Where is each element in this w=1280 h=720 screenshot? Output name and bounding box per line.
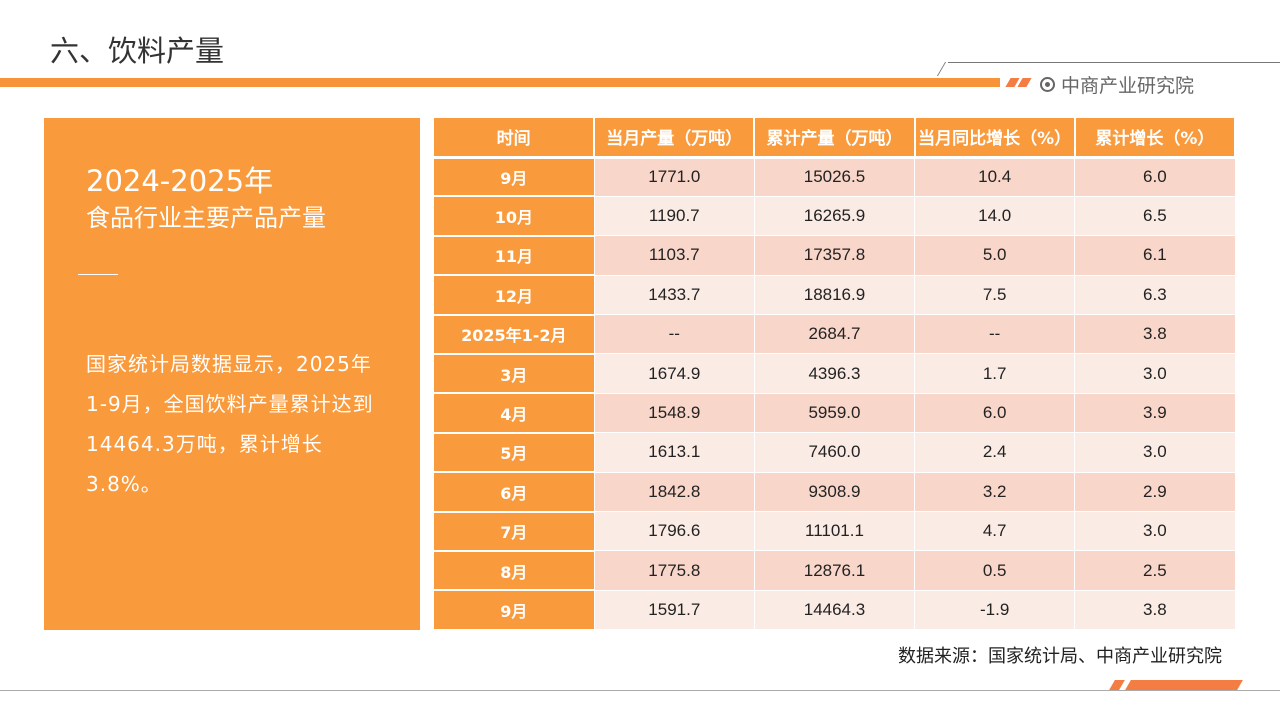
value-cell: 5959.0 bbox=[754, 393, 916, 434]
column-header: 当月产量（万吨） bbox=[594, 118, 756, 159]
value-cell: 2.5 bbox=[1074, 550, 1236, 591]
value-cell: 3.9 bbox=[1074, 393, 1236, 434]
summary-panel: 2024-2025年 食品行业主要产品产量 国家统计局数据显示，2025年1-9… bbox=[44, 118, 420, 630]
value-cell: 16265.9 bbox=[754, 196, 916, 237]
value-cell: 6.0 bbox=[914, 393, 1076, 434]
table-row: 12月 1433.7 18816.9 7.5 6.3 bbox=[434, 275, 1236, 316]
column-header: 累计增长（%） bbox=[1074, 118, 1237, 159]
brand-logo: 中商产业研究院 bbox=[1040, 71, 1194, 98]
period-cell: 2025年1-2月 bbox=[434, 314, 595, 355]
footer-stripe bbox=[1109, 680, 1125, 690]
table-row: 8月 1775.8 12876.1 0.5 2.5 bbox=[434, 550, 1236, 592]
header-accent-bar bbox=[0, 78, 1000, 87]
panel-divider bbox=[78, 274, 118, 275]
value-cell: -- bbox=[914, 314, 1076, 355]
value-cell: 7460.0 bbox=[754, 432, 916, 473]
value-cell: -1.9 bbox=[914, 590, 1076, 631]
accent-stripe bbox=[1017, 78, 1032, 87]
value-cell: 1103.7 bbox=[594, 235, 755, 276]
period-cell: 12月 bbox=[434, 275, 595, 316]
table-row: 11月 1103.7 17357.8 5.0 6.1 bbox=[434, 235, 1236, 277]
value-cell: 2684.7 bbox=[754, 314, 916, 355]
value-cell: 10.4 bbox=[914, 157, 1076, 197]
value-cell: 6.0 bbox=[1074, 157, 1236, 197]
period-cell: 11月 bbox=[434, 235, 595, 277]
value-cell: 6.1 bbox=[1074, 235, 1236, 276]
value-cell: 1591.7 bbox=[594, 590, 755, 631]
target-circle-icon bbox=[1040, 77, 1055, 92]
period-cell: 10月 bbox=[434, 196, 595, 237]
production-table: 时间 当月产量（万吨） 累计产量（万吨） 当月同比增长（%） 累计增长（%） 9月 177… bbox=[434, 118, 1237, 631]
value-cell: 3.0 bbox=[1074, 511, 1236, 552]
value-cell: 5.0 bbox=[914, 235, 1076, 276]
value-cell: 1771.0 bbox=[594, 157, 755, 197]
value-cell: 4.7 bbox=[914, 511, 1076, 552]
value-cell: 1674.9 bbox=[594, 353, 755, 394]
value-cell: 17357.8 bbox=[754, 235, 916, 276]
value-cell: 1548.9 bbox=[594, 393, 755, 434]
value-cell: 6.3 bbox=[1074, 275, 1236, 316]
period-cell: 7月 bbox=[434, 511, 595, 552]
value-cell: 15026.5 bbox=[754, 157, 916, 197]
column-header: 当月同比增长（%） bbox=[914, 118, 1076, 159]
period-cell: 8月 bbox=[434, 550, 595, 592]
footer-divider bbox=[0, 690, 1280, 691]
table-row: 10月 1190.7 16265.9 14.0 6.5 bbox=[434, 196, 1236, 237]
column-header: 累计产量（万吨） bbox=[754, 118, 916, 159]
value-cell: 2.9 bbox=[1074, 472, 1236, 513]
value-cell: 1613.1 bbox=[594, 432, 755, 473]
value-cell: 3.0 bbox=[1074, 353, 1236, 394]
value-cell: 14.0 bbox=[914, 196, 1076, 237]
value-cell: 7.5 bbox=[914, 275, 1076, 316]
value-cell: 1775.8 bbox=[594, 550, 755, 591]
data-source: 数据来源：国家统计局、中商产业研究院 bbox=[898, 646, 1222, 667]
divider bbox=[936, 62, 947, 76]
table-row: 2025年1-2月 -- 2684.7 -- 3.8 bbox=[434, 314, 1236, 355]
value-cell: 6.5 bbox=[1074, 196, 1236, 237]
value-cell: -- bbox=[594, 314, 755, 355]
value-cell: 2.4 bbox=[914, 432, 1076, 473]
page-title: 六、饮料产量 bbox=[50, 34, 225, 68]
period-cell: 4月 bbox=[434, 393, 595, 434]
period-cell: 5月 bbox=[434, 432, 595, 474]
value-cell: 1.7 bbox=[914, 353, 1076, 394]
period-cell: 9月 bbox=[434, 590, 595, 631]
table-row: 6月 1842.8 9308.9 3.2 2.9 bbox=[434, 472, 1236, 513]
period-cell: 9月 bbox=[434, 157, 595, 198]
value-cell: 1433.7 bbox=[594, 275, 755, 316]
value-cell: 3.8 bbox=[1074, 314, 1236, 355]
table-row: 4月 1548.9 5959.0 6.0 3.9 bbox=[434, 393, 1236, 434]
panel-title-years: 2024-2025年 bbox=[86, 164, 274, 198]
value-cell: 14464.3 bbox=[754, 590, 916, 631]
table-row: 9月 1771.0 15026.5 10.4 6.0 bbox=[434, 157, 1236, 198]
period-cell: 3月 bbox=[434, 353, 595, 395]
footer-stripe bbox=[1125, 680, 1243, 690]
table-row: 7月 1796.6 11101.1 4.7 3.0 bbox=[434, 511, 1236, 552]
period-cell: 6月 bbox=[434, 472, 595, 513]
value-cell: 0.5 bbox=[914, 550, 1076, 591]
divider bbox=[948, 62, 1280, 63]
panel-title: 食品行业主要产品产量 bbox=[86, 204, 326, 232]
brand-name: 中商产业研究院 bbox=[1061, 75, 1195, 97]
value-cell: 18816.9 bbox=[754, 275, 916, 316]
table-row: 9月 1591.7 14464.3 -1.9 3.8 bbox=[434, 590, 1236, 631]
value-cell: 1842.8 bbox=[594, 472, 755, 513]
table-row: 5月 1613.1 7460.0 2.4 3.0 bbox=[434, 432, 1236, 474]
column-header: 时间 bbox=[434, 118, 596, 159]
value-cell: 1190.7 bbox=[594, 196, 755, 237]
value-cell: 3.2 bbox=[914, 472, 1076, 513]
value-cell: 11101.1 bbox=[754, 511, 916, 552]
value-cell: 3.8 bbox=[1074, 590, 1236, 631]
value-cell: 9308.9 bbox=[754, 472, 916, 513]
panel-body: 国家统计局数据显示，2025年1-9月，全国饮料产量累计达到14464.3万吨，… bbox=[86, 352, 374, 496]
table-row: 3月 1674.9 4396.3 1.7 3.0 bbox=[434, 353, 1236, 395]
value-cell: 4396.3 bbox=[754, 353, 916, 394]
value-cell: 1796.6 bbox=[594, 511, 755, 552]
value-cell: 3.0 bbox=[1074, 432, 1236, 473]
value-cell: 12876.1 bbox=[754, 550, 916, 591]
